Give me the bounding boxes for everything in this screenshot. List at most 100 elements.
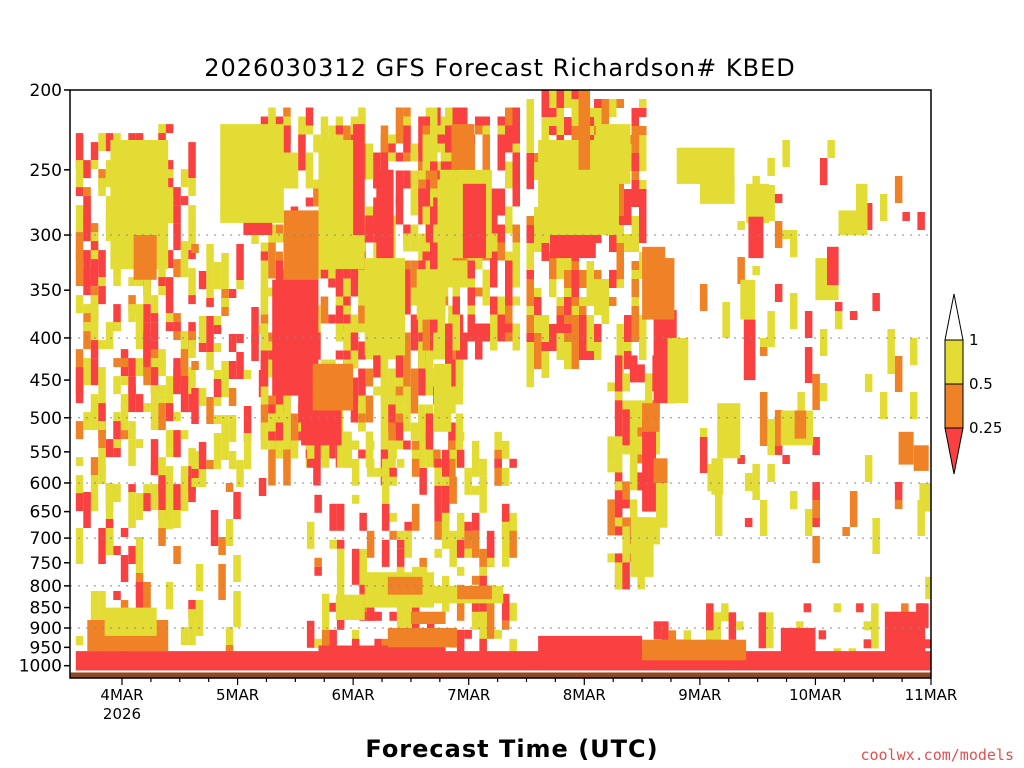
ri-cell-high bbox=[534, 243, 542, 252]
ri-cell-high bbox=[180, 169, 189, 188]
ri-cell-high bbox=[631, 216, 639, 252]
ri-cell-high bbox=[871, 630, 879, 649]
ri-cell-high bbox=[624, 342, 632, 351]
ri-cell-high bbox=[150, 412, 159, 431]
ri-cell-high bbox=[243, 433, 252, 469]
y-tick-label: 200 bbox=[30, 81, 62, 101]
ri-cell-high bbox=[98, 466, 106, 485]
ri-cell-low bbox=[236, 352, 244, 379]
ri-cell-high bbox=[721, 603, 729, 622]
ri-cell-low bbox=[388, 143, 396, 153]
ri-cell-mid bbox=[410, 386, 419, 414]
ri-cell-high bbox=[373, 386, 381, 396]
ri-cell-low bbox=[774, 194, 783, 203]
ri-cell-mid bbox=[188, 331, 196, 341]
ri-cell-high bbox=[752, 266, 760, 275]
ri-cell-mid bbox=[75, 232, 84, 260]
ri-cell-high bbox=[98, 367, 106, 404]
ri-cell-high bbox=[494, 629, 502, 639]
ri-cell-mid bbox=[812, 374, 820, 410]
ri-cell-high bbox=[213, 343, 222, 352]
ri-cell-low bbox=[661, 621, 669, 658]
ri-cell-high bbox=[456, 566, 465, 576]
x-tick-label: 4MAR bbox=[100, 686, 143, 704]
ri-cell-high bbox=[629, 463, 638, 491]
ri-region-high bbox=[220, 124, 284, 223]
ri-cell-high bbox=[221, 253, 229, 271]
ri-cell-high bbox=[744, 473, 753, 491]
ri-cell-low bbox=[403, 134, 411, 144]
ri-cell-high bbox=[639, 315, 647, 351]
ri-cell-low bbox=[173, 187, 181, 206]
ri-region-high bbox=[699, 176, 735, 204]
ri-cell-high bbox=[275, 233, 284, 243]
ri-cell-high bbox=[505, 170, 513, 189]
ri-cell-high bbox=[351, 494, 360, 504]
ri-cell-high bbox=[105, 214, 114, 242]
ri-cell-low bbox=[430, 161, 438, 171]
ri-cell-high bbox=[464, 548, 472, 558]
ri-cell-high bbox=[752, 464, 760, 500]
ri-cell-low bbox=[213, 388, 222, 397]
ri-cell-high bbox=[336, 431, 345, 468]
ri-cell-mid bbox=[191, 361, 199, 370]
ri-cell-high bbox=[135, 493, 144, 521]
ri-cell-mid bbox=[534, 333, 542, 369]
ri-cell-high bbox=[440, 152, 449, 162]
ri-cell-high bbox=[213, 262, 222, 289]
ri-cell-mid bbox=[471, 575, 480, 585]
ri-cell-low bbox=[494, 458, 502, 468]
ri-cell-high bbox=[206, 352, 214, 370]
ri-cell-high bbox=[90, 403, 99, 422]
ri-cell-mid bbox=[526, 288, 534, 297]
ri-cell-high bbox=[225, 519, 234, 546]
ri-cell-low bbox=[374, 611, 382, 621]
ri-cell-mid bbox=[616, 243, 624, 279]
ri-cell-high bbox=[75, 205, 84, 242]
ri-cell-high bbox=[789, 491, 798, 509]
ri-cell-high bbox=[452, 269, 460, 297]
ri-cell-high bbox=[221, 361, 229, 397]
ri-cell-mid bbox=[260, 314, 269, 324]
ri-cell-high bbox=[328, 260, 336, 279]
ri-cell-mid bbox=[395, 107, 404, 144]
ri-cell-low bbox=[834, 302, 843, 311]
ri-cell-low bbox=[396, 539, 405, 549]
ri-region-mid bbox=[133, 235, 157, 280]
ri-region-mid bbox=[312, 363, 354, 411]
ri-cell-high bbox=[404, 611, 412, 630]
ri-cell-low bbox=[228, 361, 237, 379]
ri-cell-low bbox=[639, 108, 647, 117]
ri-cell-mid bbox=[609, 297, 617, 306]
ri-cell-low bbox=[410, 314, 419, 324]
ri-cell-mid bbox=[143, 367, 151, 386]
ri-cell-high bbox=[512, 242, 520, 261]
ri-cell-high bbox=[789, 230, 798, 257]
ri-cell-high bbox=[335, 323, 344, 342]
ri-cell-high bbox=[165, 493, 174, 530]
ri-cell-low bbox=[165, 277, 174, 314]
ri-cell-high bbox=[306, 521, 315, 549]
ri-cell-mid bbox=[812, 536, 820, 563]
ri-cell-mid bbox=[320, 296, 329, 324]
ri-cell-mid bbox=[607, 499, 615, 536]
ri-cell-low bbox=[609, 270, 617, 288]
ri-cell-high bbox=[482, 125, 490, 135]
ri-cell-high bbox=[143, 277, 151, 305]
ri-cell-high bbox=[128, 492, 136, 528]
ri-cell-low bbox=[609, 243, 617, 252]
ri-cell-low bbox=[350, 377, 359, 387]
ri-cell-high bbox=[872, 518, 880, 554]
ri-cell-low bbox=[471, 593, 480, 621]
ri-cell-high bbox=[366, 458, 375, 477]
ri-cell-low bbox=[526, 225, 534, 243]
ri-cell-high bbox=[135, 537, 144, 573]
ri-cell-high bbox=[380, 386, 389, 423]
ri-cell-low bbox=[306, 620, 315, 648]
ri-cell-high bbox=[767, 185, 775, 221]
ri-cell-high bbox=[395, 395, 404, 405]
ri-cell-high bbox=[268, 224, 276, 252]
ri-cell-low bbox=[804, 311, 813, 338]
ri-cell-low bbox=[90, 358, 99, 386]
